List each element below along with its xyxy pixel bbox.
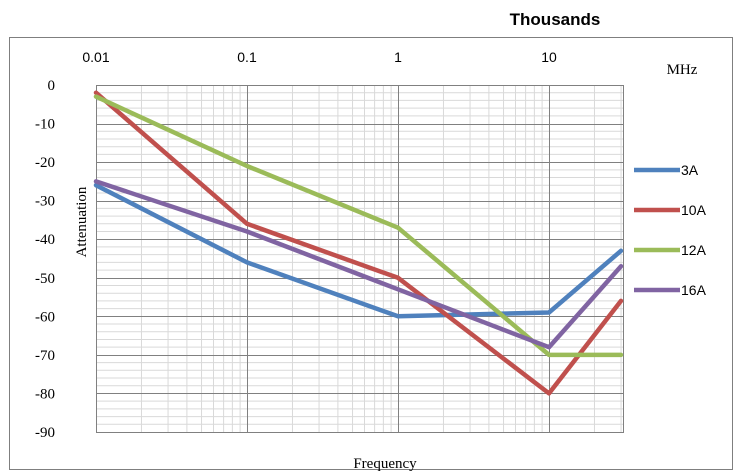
y-tick-label: -70 [35,348,55,364]
legend-label: 3A [681,162,699,178]
y-tick-label: -40 [35,232,55,248]
y-tick-label: -60 [35,309,55,325]
x-axis-title: Frequency [353,456,417,472]
series-line-16a [93,179,624,350]
x-tick-label: 0.01 [82,49,109,65]
chart-border [9,37,733,470]
y-tick-label: -20 [35,155,55,171]
series-line-12a [93,94,624,358]
legend-label: 12A [681,242,707,258]
series-line-10a [93,90,624,396]
series-lines [93,90,624,396]
x-tick-label: 10 [541,49,557,65]
series-line-3a [93,182,624,319]
legend-label: 10A [681,202,707,218]
gridlines [96,85,624,433]
x-tick-label: 0.1 [237,49,257,65]
x-tick-label: 1 [394,49,402,65]
y-tick-label: -10 [35,117,55,133]
y-tick-label: -30 [35,194,55,210]
y-tick-label: -50 [35,271,55,287]
y-axis-title: Attenuation [74,186,90,257]
y-tick-label: -80 [35,386,55,402]
legend: 3A 10A 12A 16A [634,162,707,298]
y-tick-labels: 0 -10 -20 -30 -40 -50 -60 -70 -80 -90 [35,78,55,441]
x-unit-label: MHz [667,62,698,78]
y-tick-label: 0 [48,78,56,94]
legend-label: 16A [681,282,707,298]
plot-frame [96,85,624,433]
x-tick-labels: 0.01 0.1 1 10 [82,49,557,65]
y-tick-label: -90 [35,425,55,441]
plot-area [96,85,623,432]
x-unit-note: Thousands [510,10,601,29]
